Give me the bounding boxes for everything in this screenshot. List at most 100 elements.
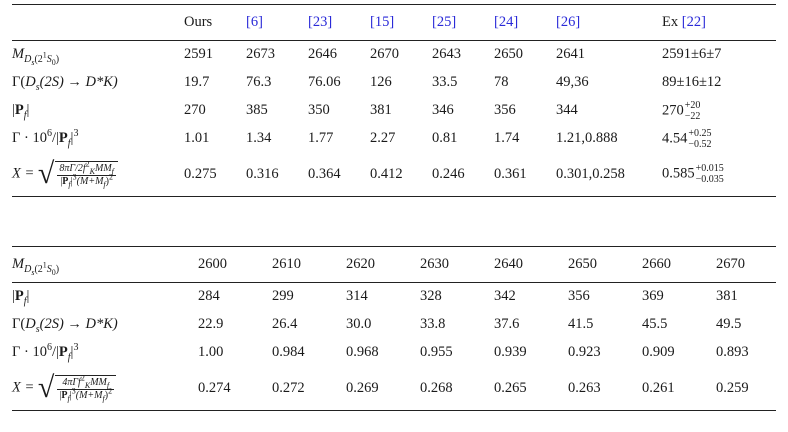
table-cell: 369 — [642, 288, 664, 305]
row-label-mass: MDs(21S0) — [12, 256, 60, 277]
table-cell: 356 — [494, 102, 516, 118]
table-cell: 2670 — [370, 46, 399, 63]
table-cell: 41.5 — [568, 316, 594, 332]
mass-header: 2630 — [420, 256, 449, 272]
mass-header: 2620 — [346, 256, 375, 272]
mass-header: 2600 — [198, 256, 227, 272]
table-cell: 2643 — [432, 46, 461, 63]
row-width: Γ(Ds(2S) → D*K) 19.7 76.3 76.06 126 33.5… — [12, 69, 776, 97]
table-cell: 2.27 — [370, 130, 396, 146]
table-cell: 0.275 — [184, 165, 217, 182]
table-cell: 0.272 — [272, 379, 305, 396]
header-ref-22[interactable]: [22] — [681, 14, 706, 30]
table-cell: 49,36 — [556, 74, 589, 90]
table-cell: 78 — [494, 74, 509, 90]
table-cell: 299 — [272, 288, 294, 305]
table-cell-with-error: 4.54 +0.25 −0.52 — [662, 127, 712, 150]
table-cell: 0.968 — [346, 344, 379, 360]
table-cell: 2646 — [308, 46, 337, 63]
table-cell: 2591 — [184, 46, 213, 63]
table-cell: 0.361 — [494, 165, 527, 182]
header-ours: Ours — [184, 14, 213, 30]
table-cell: 0.316 — [246, 165, 279, 182]
table-cell: 0.246 — [432, 165, 465, 182]
table-cell: 346 — [432, 102, 454, 118]
table-cell: 19.7 — [184, 74, 210, 90]
row-label-momentum: |Pf| — [12, 288, 30, 308]
table-cell: 0.984 — [272, 344, 305, 360]
table1-header-row: Ours [6] [23] [15] [25] [24] [26] Ex [22… — [12, 4, 776, 41]
table-cell: 342 — [494, 288, 516, 305]
header-ref-24[interactable]: [24] — [494, 14, 519, 30]
row-label-width: Γ(Ds(2S) → D*K) — [12, 316, 118, 335]
table-cell: 0.259 — [716, 379, 749, 396]
row-label-width: Γ(Ds(2S) → D*K) — [12, 74, 118, 93]
table-cell: 1.21,0.888 — [556, 130, 618, 146]
header-ref-26[interactable]: [26] — [556, 14, 581, 30]
row-momentum: |Pf| 284 299 314 328 342 356 369 381 — [12, 283, 776, 311]
mass-header: 2650 — [568, 256, 597, 272]
table-cell: 2591±6±7 — [662, 46, 722, 63]
table-cell: 0.301,0.258 — [556, 165, 625, 182]
table-cell: 76.06 — [308, 74, 341, 90]
table-cell: 33.8 — [420, 316, 446, 332]
table-cell: 45.5 — [642, 316, 668, 332]
header-ref-15[interactable]: [15] — [370, 14, 395, 30]
table-cell: 1.74 — [494, 130, 520, 146]
table-cell: 270 — [184, 102, 206, 118]
table1-corner — [12, 5, 184, 41]
table-cell: 30.0 — [346, 316, 372, 332]
comparison-table: Ours [6] [23] [15] [25] [24] [26] Ex [22… — [12, 4, 776, 197]
table-cell: 0.955 — [420, 344, 453, 360]
table-cell: 37.6 — [494, 316, 520, 332]
row-mass: MDs(21S0) 2591 2673 2646 2670 2643 2650 … — [12, 41, 776, 69]
row-label-reduced-width: Γ · 106/|Pf|3 — [12, 342, 79, 363]
table-cell: 356 — [568, 288, 590, 305]
table-cell: 33.5 — [432, 74, 458, 90]
table-cell: 328 — [420, 288, 442, 305]
table-cell: 385 — [246, 102, 268, 118]
table-cell: 0.265 — [494, 379, 527, 396]
table-cell: 0.923 — [568, 344, 601, 360]
row-coupling: X = √ 8πΓ/2f2KMMf |Pf|3(M+Mf)2 0.275 0.316… — [12, 153, 776, 197]
table-cell: 381 — [370, 102, 392, 118]
header-experiment: Ex [22] — [662, 5, 776, 41]
table-cell: 1.01 — [184, 130, 210, 146]
table-cell: 0.939 — [494, 344, 527, 360]
table-cell: 0.268 — [420, 379, 453, 396]
table-cell: 0.893 — [716, 344, 749, 360]
table-cell: 89±16±12 — [662, 74, 722, 90]
table-cell: 0.261 — [642, 379, 675, 396]
row-momentum: |Pf| 270 385 350 381 346 356 344 270 +20−… — [12, 97, 776, 125]
row-coupling: X = √ 4πΓf2KMMf |Pf|3(M+Mf)2 0.274 0.272 0… — [12, 367, 776, 411]
table-cell: 26.4 — [272, 316, 298, 332]
table-cell: 0.364 — [308, 165, 341, 182]
mass-scan-table: MDs(21S0) 2600 2610 2620 2630 2640 2650 … — [12, 246, 776, 411]
table-cell: 0.81 — [432, 130, 458, 146]
table-cell: 22.9 — [198, 316, 224, 332]
table-cell: 344 — [556, 102, 578, 118]
table-cell: 0.274 — [198, 379, 231, 396]
header-ref-25[interactable]: [25] — [432, 14, 457, 30]
row-label-reduced-width: Γ · 106/|Pf|3 — [12, 128, 79, 149]
table-cell: 1.34 — [246, 130, 272, 146]
row-reduced-width: Γ · 106/|Pf|3 1.00 0.984 0.968 0.955 0.9… — [12, 339, 776, 367]
row-label-coupling: X = √ 4πΓf2KMMf |Pf|3(M+Mf)2 — [12, 367, 184, 411]
mass-header: 2660 — [642, 256, 671, 272]
table-cell: 0.263 — [568, 379, 601, 396]
header-ref-6[interactable]: [6] — [246, 14, 263, 30]
mass-header: 2640 — [494, 256, 523, 272]
mass-header: 2610 — [272, 256, 301, 272]
row-width: Γ(Ds(2S) → D*K) 22.9 26.4 30.0 33.8 37.6… — [12, 311, 776, 339]
header-ex-text: Ex — [662, 14, 682, 30]
table-cell: 2650 — [494, 46, 523, 63]
table-cell: 2673 — [246, 46, 275, 63]
table-cell: 1.00 — [198, 344, 224, 360]
table-cell: 284 — [198, 288, 220, 305]
table-cell: 2641 — [556, 46, 585, 63]
table-cell: 76.3 — [246, 74, 272, 90]
table-cell: 0.269 — [346, 379, 379, 396]
header-ref-23[interactable]: [23] — [308, 14, 333, 30]
table2-header-row: MDs(21S0) 2600 2610 2620 2630 2640 2650 … — [12, 246, 776, 283]
row-label-momentum: |Pf| — [12, 102, 30, 121]
